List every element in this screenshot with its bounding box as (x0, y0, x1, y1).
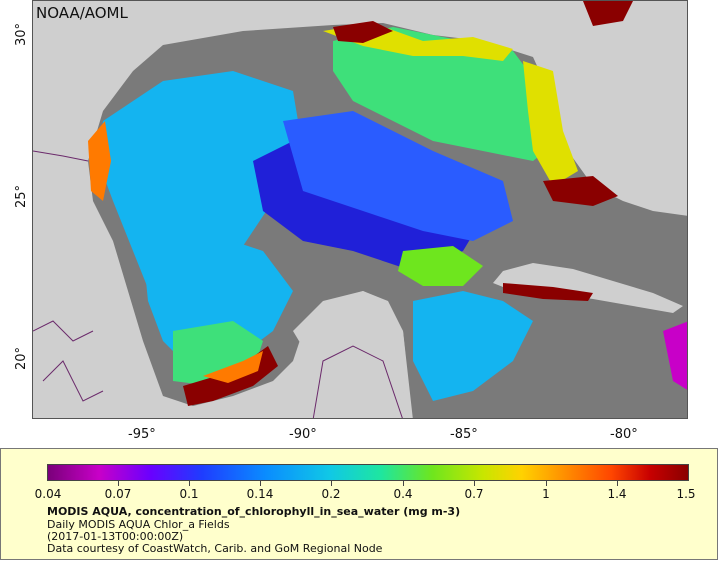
colorbar-tick (189, 481, 190, 486)
colorbar-label-3: 0.14 (246, 487, 274, 501)
y-tick-30: 30° (14, 22, 29, 46)
variable-title: MODIS AQUA, concentration_of_chlorophyll… (47, 505, 461, 518)
colorbar-tick (403, 481, 404, 486)
colorbar-label-0: 0.04 (34, 487, 62, 501)
data-courtesy: Data courtesy of CoastWatch, Carib. and … (47, 542, 383, 555)
x-tick-90: -90° (289, 427, 317, 442)
colorbar-tick (260, 481, 261, 486)
chl-blue-center (283, 111, 513, 241)
cuba-land (493, 263, 683, 313)
chl-yellow-florida (523, 61, 578, 186)
colorbar-tick (474, 481, 475, 486)
y-tick-25: 25° (14, 184, 29, 208)
mexico-state-borders (33, 320, 104, 402)
chl-magenta-caribbean (663, 321, 687, 390)
mexico-guatemala-border (312, 345, 403, 418)
chl-high-mississippi (333, 21, 393, 43)
colorbar-label-4: 0.2 (321, 487, 341, 501)
colorbar-label-9: 1.5 (676, 487, 696, 501)
colorbar-tick (331, 481, 332, 486)
credit-label: NOAA/AOML (36, 4, 128, 22)
yucatan-land (293, 291, 408, 418)
chl-orange-campeche (203, 351, 263, 383)
x-tick-95: -95° (128, 427, 156, 442)
us-mexico-border (33, 150, 89, 162)
colorbar-label-6: 0.7 (464, 487, 484, 501)
colorbar-tick (617, 481, 618, 486)
chl-green-yucatan-channel (398, 246, 483, 286)
colorbar (47, 464, 689, 481)
chlorophyll-map (33, 1, 687, 418)
colorbar-label-7: 1 (542, 487, 550, 501)
colorbar-label-2: 0.1 (179, 487, 199, 501)
chl-cyan-caribbean (413, 291, 533, 401)
chl-high-cuba-coast (503, 283, 593, 301)
dataset-time: (2017-01-13T00:00:00Z) (47, 530, 184, 543)
map-panel (32, 0, 688, 419)
colorbar-label-8: 1.4 (607, 487, 627, 501)
chl-orange-texas (88, 121, 111, 201)
chl-high-florida-keys (543, 176, 618, 206)
chl-high-atlantic (583, 1, 633, 26)
y-tick-20: 20° (14, 346, 29, 370)
colorbar-label-1: 0.07 (104, 487, 132, 501)
chl-cyan-west (98, 71, 303, 301)
colorbar-label-5: 0.4 (393, 487, 413, 501)
colorbar-tick (546, 481, 547, 486)
dataset-name: Daily MODIS AQUA Chlor_a Fields (47, 518, 230, 531)
x-tick-80: -80° (610, 427, 638, 442)
x-tick-85: -85° (450, 427, 478, 442)
colorbar-tick (118, 481, 119, 486)
